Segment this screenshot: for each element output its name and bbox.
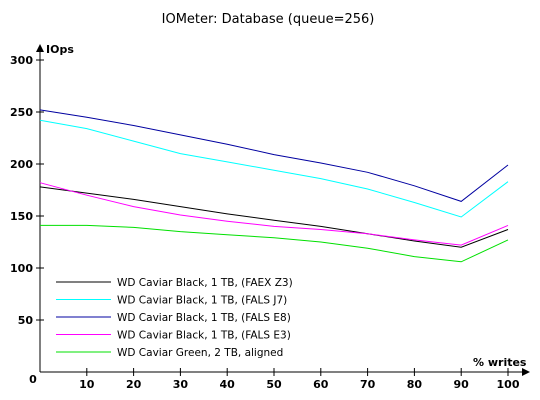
axes — [36, 44, 530, 376]
y-tick-label: 50 — [18, 314, 34, 327]
x-tick-label: 50 — [266, 378, 282, 391]
x-tick-label: 60 — [313, 378, 329, 391]
legend-label-3: WD Caviar Black, 1 TB, (FALS E8) — [117, 312, 291, 324]
y-tick-label: 250 — [10, 106, 33, 119]
legend-label-2: WD Caviar Black, 1 TB, (FALS J7) — [117, 295, 287, 307]
x-tick-label: 20 — [126, 378, 142, 391]
x-tick-label: 90 — [454, 378, 470, 391]
series-line-2 — [39, 119, 509, 218]
x-tick-label: 40 — [220, 378, 236, 391]
series-line-5 — [40, 224, 509, 263]
y-axis-title: IOps — [46, 43, 74, 56]
x-tick-label: 0 — [29, 373, 37, 386]
legend-label-4: WD Caviar Black, 1 TB, (FALS E3) — [117, 330, 291, 342]
x-tick-label: 10 — [79, 378, 95, 391]
series-line-4 — [39, 182, 509, 246]
y-axis-arrow — [36, 44, 44, 52]
y-tick-label: 100 — [10, 262, 33, 275]
axis-ticks: 50 100 150 200 250 300 0 10 20 30 40 50 60 70 80 90 100 — [10, 54, 520, 391]
x-axis-title: % writes — [473, 356, 527, 369]
series-lines — [39, 109, 509, 263]
y-tick-label: 150 — [10, 210, 33, 223]
legend: WD Caviar Black, 1 TB, (FAEX Z3) WD Cavia… — [56, 277, 293, 359]
y-tick-label: 200 — [10, 158, 33, 171]
x-tick-label: 70 — [360, 378, 376, 391]
x-tick-label: 80 — [407, 378, 423, 391]
legend-label-1: WD Caviar Black, 1 TB, (FAEX Z3) — [117, 277, 293, 289]
x-axis-arrow — [522, 368, 530, 376]
y-tick-label: 300 — [10, 54, 33, 67]
series-line-1 — [39, 186, 509, 248]
x-tick-label: 30 — [173, 378, 189, 391]
chart-title: IOMeter: Database (queue=256) — [162, 12, 375, 27]
legend-label-5: WD Caviar Green, 2 TB, aligned — [117, 347, 283, 359]
x-tick-label: 100 — [497, 378, 520, 391]
series-line-3 — [39, 109, 509, 202]
